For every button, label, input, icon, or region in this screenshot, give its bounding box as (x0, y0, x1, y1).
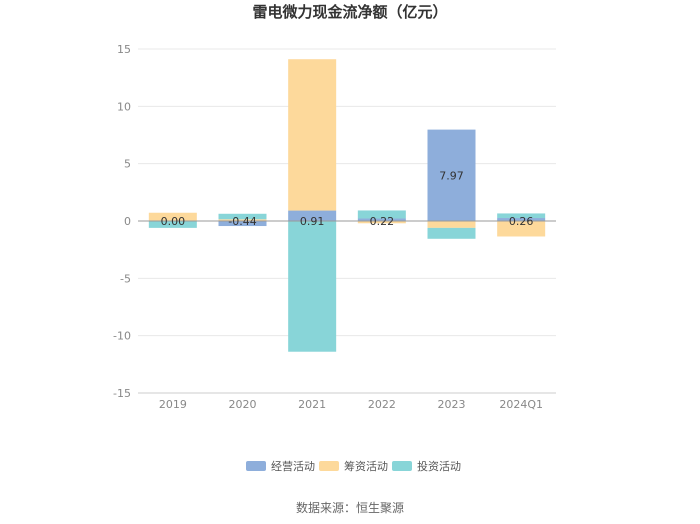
legend-item[interactable]: 筹资活动 (319, 459, 388, 473)
bar (497, 221, 546, 237)
data-label: 0.00 (161, 215, 186, 228)
legend: 经营活动 筹资活动 投资活动 (246, 459, 461, 473)
x-tick-label: 2024Q1 (499, 398, 543, 411)
bar (427, 221, 476, 228)
data-label: -0.44 (228, 215, 256, 228)
data-label: 0.26 (509, 215, 534, 228)
legend-swatch (392, 461, 412, 471)
legend-swatch (319, 461, 339, 471)
x-tick-label: 2019 (159, 398, 187, 411)
y-tick-label: 10 (117, 100, 131, 113)
legend-swatch (246, 461, 266, 471)
x-tick-label: 2023 (438, 398, 466, 411)
x-axis: 2019 2020 2021 2022 2023 2024Q1 (138, 392, 556, 411)
y-tick-label: 5 (124, 158, 131, 171)
legend-label: 经营活动 (271, 459, 315, 473)
y-tick-label: 15 (117, 43, 131, 56)
x-tick-label: 2022 (368, 398, 396, 411)
bar (148, 221, 197, 228)
x-tick-label: 2020 (229, 398, 257, 411)
bar (218, 213, 267, 220)
data-label: 0.22 (370, 215, 395, 228)
y-axis: 15 10 5 0 -5 -10 -15 (113, 43, 131, 400)
bar (288, 210, 337, 221)
bar (357, 218, 406, 221)
data-label: 7.97 (439, 169, 464, 182)
legend-item[interactable]: 经营活动 (246, 459, 315, 473)
y-tick-label: -15 (113, 387, 131, 400)
bar (497, 213, 546, 219)
bar (288, 221, 337, 352)
bar (357, 210, 406, 219)
legend-label: 筹资活动 (344, 459, 388, 473)
legend-label: 投资活动 (417, 459, 461, 473)
bar (427, 227, 476, 239)
bar (357, 221, 406, 224)
data-labels: 0.00 -0.44 0.91 0.22 7.97 0.26 (161, 169, 534, 228)
source-note: 数据来源：恒生聚源 (296, 500, 404, 515)
bar (218, 221, 267, 227)
bar (218, 219, 267, 221)
legend-item[interactable]: 投资活动 (392, 459, 461, 473)
bar (427, 129, 476, 221)
data-label: 0.91 (300, 215, 325, 228)
y-tick-label: -5 (120, 272, 131, 285)
y-tick-label: 0 (124, 215, 131, 228)
bar (497, 218, 546, 221)
bars (148, 59, 546, 352)
bar (148, 212, 197, 221)
bar (288, 59, 337, 211)
chart-title: 雷电微力现金流净额（亿元） (252, 3, 447, 21)
y-tick-label: -10 (113, 330, 131, 343)
x-tick-label: 2021 (298, 398, 326, 411)
